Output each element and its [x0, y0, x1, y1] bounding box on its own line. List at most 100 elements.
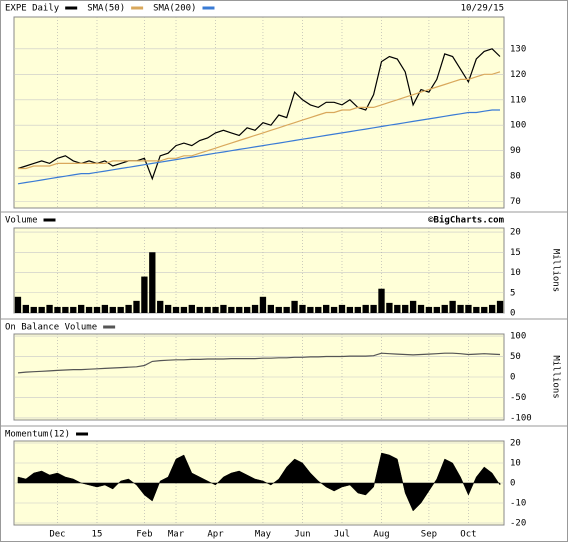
bar — [441, 304, 448, 313]
y-tick-label: 100 — [510, 332, 526, 342]
bar — [449, 300, 456, 313]
y-tick-label: 80 — [510, 172, 521, 182]
bar — [117, 306, 124, 313]
bar — [307, 306, 314, 313]
bar — [243, 306, 251, 313]
bar — [212, 306, 219, 313]
bar — [362, 304, 369, 313]
y-tick-label: -10 — [510, 499, 526, 509]
bar — [433, 306, 440, 313]
series-line — [17, 352, 501, 374]
bar — [125, 304, 132, 313]
y-tick-label: 10 — [510, 268, 521, 278]
bar — [180, 306, 188, 313]
bar — [220, 304, 227, 313]
bar — [394, 304, 401, 313]
bar — [457, 304, 464, 313]
bar — [133, 300, 140, 313]
bar — [386, 302, 393, 313]
y-tick-label: 5 — [510, 288, 515, 298]
y-tick-label: 0 — [510, 479, 515, 489]
x-tick-label: Sep — [421, 530, 437, 540]
bar — [275, 306, 282, 313]
y-tick-label: 10 — [510, 459, 521, 469]
y-tick-label: 15 — [510, 248, 521, 258]
bar — [323, 304, 330, 313]
bar — [157, 300, 164, 313]
bar — [149, 252, 156, 313]
bar — [473, 306, 480, 313]
y-axis-label: Millions — [551, 249, 561, 292]
bar — [109, 306, 116, 313]
y-tick-label: 90 — [510, 146, 521, 156]
bar — [315, 306, 322, 313]
x-tick-label: May — [255, 530, 272, 540]
x-tick-label: Dec — [49, 530, 65, 540]
bar — [93, 306, 101, 313]
bar — [402, 304, 409, 313]
bar — [465, 304, 472, 313]
legend-label: Momentum(12) — [5, 430, 70, 440]
y-tick-label: -100 — [510, 413, 532, 423]
x-tick-label: Feb — [136, 530, 152, 540]
y-tick-label: 0 — [510, 309, 515, 319]
bar — [488, 304, 496, 313]
y-axis-label: Millions — [551, 355, 561, 398]
bar — [164, 304, 172, 313]
y-tick-label: 100 — [510, 121, 526, 131]
bar — [38, 306, 45, 313]
bar — [291, 300, 298, 313]
x-tick-label: Apr — [207, 530, 224, 540]
legend-label: On Balance Volume — [5, 323, 97, 333]
series-area — [17, 452, 501, 512]
bar — [330, 306, 338, 313]
bar — [228, 306, 235, 313]
plot-area — [13, 16, 505, 209]
bar — [259, 296, 267, 313]
bar — [172, 306, 180, 313]
bar — [236, 306, 243, 313]
bar — [70, 306, 77, 313]
annotation: ©BigCharts.com — [428, 215, 504, 226]
bar — [54, 306, 61, 313]
x-tick-label: Mar — [168, 530, 185, 540]
bar — [78, 304, 85, 313]
bar — [496, 300, 504, 313]
bar — [85, 306, 93, 313]
y-tick-label: 50 — [510, 352, 521, 362]
bar — [425, 306, 433, 313]
bar — [22, 304, 30, 313]
y-tick-label: -20 — [510, 519, 526, 529]
x-tick-label: Aug — [373, 530, 389, 540]
bar — [30, 306, 37, 313]
y-tick-label: 70 — [510, 197, 521, 207]
bar — [370, 304, 377, 313]
bar — [188, 304, 195, 313]
y-tick-label: 0 — [510, 373, 515, 383]
bar — [283, 306, 290, 313]
bar — [346, 306, 354, 313]
y-tick-label: 130 — [510, 44, 526, 54]
legend-label: EXPE Daily — [5, 4, 60, 14]
bar — [46, 304, 53, 313]
x-tick-label: Jul — [334, 530, 350, 540]
bar — [62, 306, 69, 313]
y-tick-label: 20 — [510, 228, 521, 238]
legend-label: Volume — [5, 216, 38, 226]
bar — [251, 304, 259, 313]
bar — [338, 304, 346, 313]
bar — [417, 304, 425, 313]
bar — [204, 306, 211, 313]
series-line — [18, 71, 501, 170]
legend-label: SMA(200) — [153, 4, 196, 14]
y-tick-label: -50 — [510, 393, 526, 403]
bar — [267, 304, 275, 313]
x-tick-label: Oct — [460, 530, 476, 540]
y-tick-label: 120 — [510, 70, 526, 80]
y-tick-label: 110 — [510, 95, 526, 105]
bar — [481, 306, 488, 313]
x-tick-label: 15 — [92, 530, 103, 540]
bar — [101, 304, 109, 313]
